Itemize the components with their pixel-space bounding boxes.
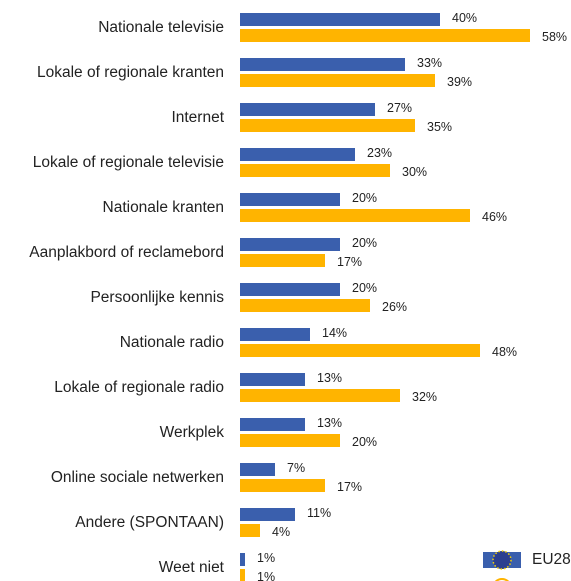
value-label: 30% <box>402 165 427 179</box>
value-label: 1% <box>257 570 275 581</box>
category-label: Andere (SPONTAAN) <box>75 514 224 531</box>
bar <box>240 74 435 87</box>
value-label: 13% <box>317 371 342 385</box>
value-label: 13% <box>317 416 342 430</box>
value-label: 20% <box>352 435 377 449</box>
value-label: 7% <box>287 461 305 475</box>
bar <box>240 389 400 402</box>
bar <box>240 103 375 116</box>
bar <box>240 238 340 251</box>
category-label: Online sociale netwerken <box>51 469 224 486</box>
value-label: 40% <box>452 11 477 25</box>
bar <box>240 119 415 132</box>
bar <box>240 434 340 447</box>
category-label: Nationale radio <box>120 334 224 351</box>
category-label: Persoonlijke kennis <box>90 289 224 306</box>
value-label: 33% <box>417 56 442 70</box>
bar <box>240 29 530 42</box>
value-label: 26% <box>382 300 407 314</box>
bar <box>240 283 340 296</box>
bar <box>240 553 245 566</box>
legend-flag <box>492 550 512 570</box>
bar <box>240 13 440 26</box>
value-label: 20% <box>352 281 377 295</box>
value-label: 4% <box>272 525 290 539</box>
value-label: 20% <box>352 191 377 205</box>
category-label: Internet <box>171 109 224 126</box>
bar <box>240 479 325 492</box>
bar <box>240 209 470 222</box>
bar <box>240 508 295 521</box>
category-label: Aanplakbord of reclamebord <box>29 244 224 261</box>
category-label: Werkplek <box>160 424 225 441</box>
category-label: Lokale of regionale televisie <box>33 154 224 171</box>
value-label: 32% <box>412 390 437 404</box>
bar <box>240 148 355 161</box>
value-label: 46% <box>482 210 507 224</box>
category-label: Lokale of regionale radio <box>54 379 224 396</box>
bar <box>240 299 370 312</box>
legend-label: EU28 <box>532 551 571 568</box>
bar <box>240 344 480 357</box>
bar <box>240 254 325 267</box>
bar <box>240 58 405 71</box>
value-label: 35% <box>427 120 452 134</box>
category-label: Lokale of regionale kranten <box>37 64 224 81</box>
bar <box>240 418 305 431</box>
bar <box>240 328 310 341</box>
value-label: 14% <box>322 326 347 340</box>
bar <box>240 373 305 386</box>
value-label: 58% <box>542 30 567 44</box>
category-label: Weet niet <box>159 559 225 576</box>
value-label: 39% <box>447 75 472 89</box>
value-label: 48% <box>492 345 517 359</box>
bar <box>240 524 260 537</box>
value-label: 17% <box>337 255 362 269</box>
category-label: Nationale kranten <box>103 199 225 216</box>
bar <box>240 569 245 581</box>
value-label: 20% <box>352 236 377 250</box>
bar <box>240 164 390 177</box>
bar <box>240 463 275 476</box>
value-label: 17% <box>337 480 362 494</box>
legend: EU28 <box>483 550 571 581</box>
bar <box>240 193 340 206</box>
value-label: 11% <box>307 506 331 520</box>
value-label: 1% <box>257 551 275 565</box>
category-label: Nationale televisie <box>98 19 224 36</box>
value-label: 27% <box>387 101 412 115</box>
value-label: 23% <box>367 146 392 160</box>
